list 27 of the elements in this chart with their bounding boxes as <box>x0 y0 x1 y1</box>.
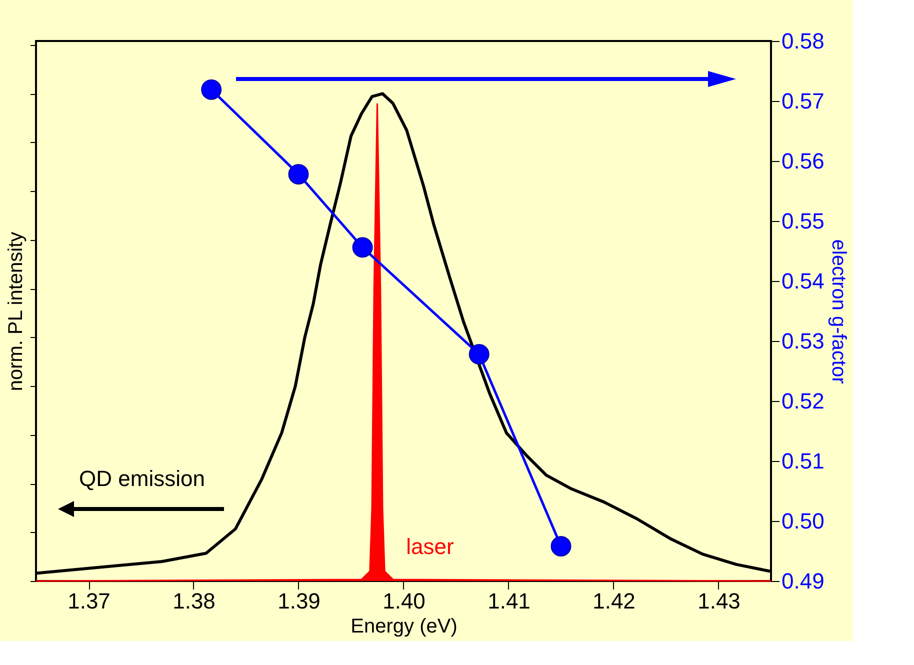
y2-tick-label: 0.50 <box>782 508 824 534</box>
y2-tick-label: 0.58 <box>782 28 824 54</box>
point <box>352 237 373 258</box>
y2-tick-label: 0.55 <box>782 208 824 234</box>
annotation: laser <box>406 534 454 559</box>
y2-tick-label: 0.49 <box>782 568 824 594</box>
point <box>201 79 222 100</box>
x-tick-label: 1.42 <box>592 588 636 614</box>
x-tick-label: 1.43 <box>698 588 740 614</box>
point <box>468 344 490 364</box>
y2-tick-label: 0.57 <box>782 88 824 114</box>
y2-axis-title: electron g-factor <box>827 239 850 384</box>
y2-tick-label: 0.53 <box>782 328 824 354</box>
annotation: QD emission <box>79 466 205 491</box>
y2-tick-label: 0.52 <box>782 388 824 414</box>
y2-tick-label: 0.54 <box>782 268 824 294</box>
x-tick-label: 1.40 <box>382 588 426 614</box>
point <box>550 536 572 556</box>
x-tick-label: 1.38 <box>172 588 216 614</box>
y2-tick-label: 0.56 <box>782 148 824 174</box>
y-axis-title: norm. PL intensity <box>5 232 27 392</box>
y2-tick-label: 0.51 <box>782 448 824 474</box>
x-tick-label: 1.39 <box>278 588 320 614</box>
point <box>288 164 309 184</box>
x-tick-label: 1.37 <box>68 588 110 614</box>
x-tick-label: 1.41 <box>488 588 530 614</box>
x-axis-title: Energy (eV) <box>350 616 458 638</box>
